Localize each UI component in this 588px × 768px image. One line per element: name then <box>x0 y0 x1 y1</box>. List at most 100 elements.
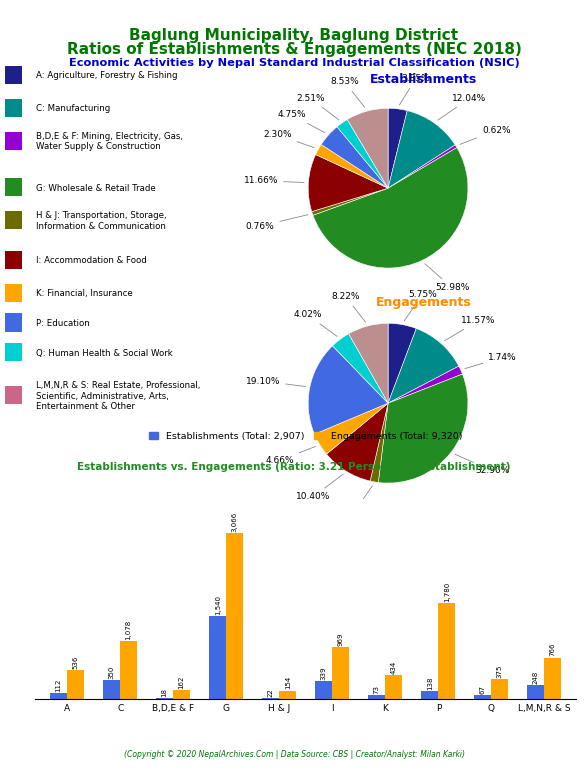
Text: K: Financial, Insurance: K: Financial, Insurance <box>36 290 133 298</box>
FancyBboxPatch shape <box>5 343 22 362</box>
Text: 18: 18 <box>162 688 168 697</box>
Wedge shape <box>337 120 388 188</box>
Text: 73: 73 <box>374 685 380 694</box>
Text: 5.75%: 5.75% <box>405 290 437 321</box>
Wedge shape <box>321 127 388 188</box>
Text: 162: 162 <box>179 676 185 689</box>
Text: 2.30%: 2.30% <box>263 131 314 147</box>
Bar <box>226 534 243 699</box>
Text: 536: 536 <box>72 656 79 669</box>
Text: 4.75%: 4.75% <box>277 111 325 133</box>
Wedge shape <box>316 144 388 188</box>
Bar <box>173 690 190 699</box>
Text: 138: 138 <box>427 677 433 690</box>
Text: Baglung Municipality, Baglung District: Baglung Municipality, Baglung District <box>129 28 459 43</box>
Bar <box>527 686 544 699</box>
Text: 1,780: 1,780 <box>444 581 450 602</box>
Bar <box>50 693 67 699</box>
Bar <box>209 616 226 699</box>
FancyBboxPatch shape <box>5 132 22 150</box>
Text: Engagements: Engagements <box>376 296 471 309</box>
Wedge shape <box>308 346 388 434</box>
Wedge shape <box>349 323 388 403</box>
Wedge shape <box>326 403 388 481</box>
Text: 11.66%: 11.66% <box>243 176 304 185</box>
Wedge shape <box>315 403 388 454</box>
Text: Establishments: Establishments <box>370 73 477 86</box>
Text: 766: 766 <box>550 643 556 657</box>
Legend: Establishments (Total: 2,907), Engagements (Total: 9,320): Establishments (Total: 2,907), Engagemen… <box>145 428 466 445</box>
Text: (Copyright © 2020 NepalArchives.Com | Data Source: CBS | Creator/Analyst: Milan : (Copyright © 2020 NepalArchives.Com | Da… <box>123 750 465 759</box>
FancyBboxPatch shape <box>5 66 22 84</box>
Wedge shape <box>308 154 388 212</box>
Text: 52.98%: 52.98% <box>425 263 469 293</box>
Text: 11.57%: 11.57% <box>445 316 496 341</box>
Text: L,M,N,R & S: Real Estate, Professional,
Scientific, Administrative, Arts,
Entert: L,M,N,R & S: Real Estate, Professional, … <box>36 381 201 411</box>
Text: H & J: Transportation, Storage,
Information & Communication: H & J: Transportation, Storage, Informat… <box>36 211 167 230</box>
Text: I: Accommodation & Food: I: Accommodation & Food <box>36 257 147 265</box>
FancyBboxPatch shape <box>5 313 22 332</box>
Wedge shape <box>388 145 457 188</box>
Bar <box>67 670 84 699</box>
Text: 1.65%: 1.65% <box>340 485 372 516</box>
Bar <box>422 691 438 699</box>
Text: 8.22%: 8.22% <box>332 292 366 323</box>
Wedge shape <box>348 108 388 188</box>
Text: B,D,E & F: Mining, Electricity, Gas,
Water Supply & Construction: B,D,E & F: Mining, Electricity, Gas, Wat… <box>36 132 183 151</box>
Text: 4.66%: 4.66% <box>265 446 316 465</box>
Text: 1,078: 1,078 <box>126 619 132 640</box>
Bar <box>279 690 296 699</box>
Bar <box>120 641 137 699</box>
Text: 339: 339 <box>321 666 327 680</box>
Text: Establishments vs. Engagements (Ratio: 3.21 Persons per Establishment): Establishments vs. Engagements (Ratio: 3… <box>77 462 511 472</box>
Bar <box>315 680 332 699</box>
Wedge shape <box>388 108 407 188</box>
Text: Economic Activities by Nepal Standard Industrial Classification (NSIC): Economic Activities by Nepal Standard In… <box>69 58 519 68</box>
FancyBboxPatch shape <box>5 99 22 117</box>
Bar <box>385 676 402 699</box>
Text: Ratios of Establishments & Engagements (NEC 2018): Ratios of Establishments & Engagements (… <box>66 42 522 58</box>
Text: C: Manufacturing: C: Manufacturing <box>36 104 111 113</box>
Text: 10.40%: 10.40% <box>296 474 343 502</box>
Wedge shape <box>333 334 388 403</box>
Text: 22: 22 <box>268 688 274 697</box>
Wedge shape <box>388 323 416 403</box>
Bar <box>368 695 385 699</box>
Text: 32.90%: 32.90% <box>455 455 510 475</box>
Text: 8.53%: 8.53% <box>330 78 365 108</box>
Text: 19.10%: 19.10% <box>246 376 306 386</box>
Bar <box>156 698 173 699</box>
Bar <box>103 680 120 699</box>
Wedge shape <box>388 111 455 188</box>
Wedge shape <box>378 374 468 483</box>
Text: 434: 434 <box>391 661 397 674</box>
FancyBboxPatch shape <box>5 284 22 302</box>
Text: 2.51%: 2.51% <box>296 94 339 120</box>
Text: 969: 969 <box>338 632 344 646</box>
Text: P: Education: P: Education <box>36 319 90 328</box>
Text: 350: 350 <box>109 666 115 679</box>
Text: 0.62%: 0.62% <box>460 126 510 144</box>
Bar <box>492 679 509 699</box>
Text: 1,540: 1,540 <box>215 594 220 614</box>
FancyBboxPatch shape <box>5 178 22 197</box>
Bar <box>544 657 562 699</box>
Bar <box>262 697 279 699</box>
Text: 248: 248 <box>533 671 539 684</box>
FancyBboxPatch shape <box>5 386 22 404</box>
Text: G: Wholesale & Retail Trade: G: Wholesale & Retail Trade <box>36 184 156 193</box>
Wedge shape <box>312 188 388 215</box>
Text: 3,066: 3,066 <box>232 512 238 532</box>
Text: A: Agriculture, Forestry & Fishing: A: Agriculture, Forestry & Fishing <box>36 71 178 80</box>
Text: 1.74%: 1.74% <box>465 353 517 369</box>
Bar <box>475 695 492 699</box>
FancyBboxPatch shape <box>5 251 22 269</box>
Text: 4.02%: 4.02% <box>293 310 337 336</box>
Text: 0.76%: 0.76% <box>246 214 308 230</box>
Text: 154: 154 <box>285 677 290 690</box>
Bar <box>438 603 455 699</box>
Text: Q: Human Health & Social Work: Q: Human Health & Social Work <box>36 349 173 358</box>
Text: 375: 375 <box>497 664 503 677</box>
Wedge shape <box>388 329 459 403</box>
Bar <box>332 647 349 699</box>
